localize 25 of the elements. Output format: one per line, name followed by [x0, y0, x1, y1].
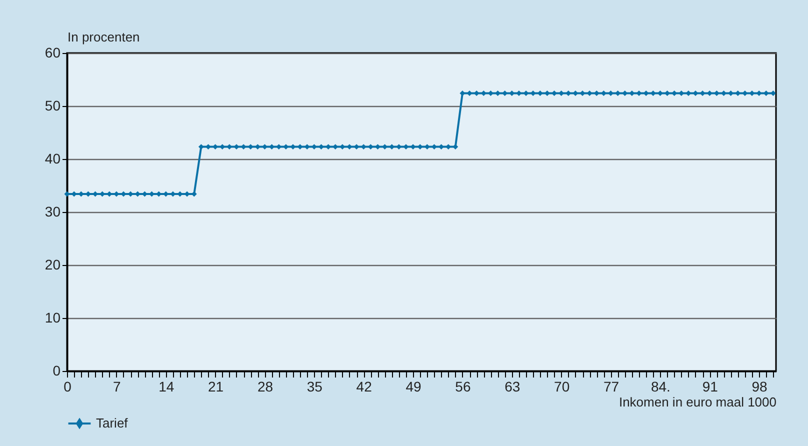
y-tick-label: 60 — [44, 44, 61, 60]
x-tick-label: 70 — [554, 378, 570, 394]
y-tick-label: 10 — [44, 310, 61, 326]
x-tick-label: 84. — [650, 378, 670, 394]
x-tick-label: 91 — [702, 378, 718, 394]
legend-label: Tarief — [96, 416, 128, 430]
x-tick-label: 56 — [455, 378, 471, 394]
x-tick-label: 63 — [504, 378, 520, 394]
y-axis-title: In procenten — [68, 30, 140, 44]
x-tick-label: 14 — [158, 378, 174, 394]
x-tick-label: 21 — [208, 378, 224, 394]
x-tick-label: 28 — [257, 378, 274, 394]
x-tick-label: 7 — [113, 378, 122, 394]
y-tick-label: 50 — [44, 98, 61, 114]
x-tick-label: 0 — [64, 378, 72, 394]
x-tick-label: 49 — [406, 378, 422, 394]
x-axis-title: Inkomen in euro maal 1000 — [618, 394, 776, 410]
x-tick-label: 77 — [603, 378, 620, 394]
x-tick-label: 98 — [752, 378, 768, 394]
y-tick-label: 20 — [44, 256, 61, 272]
x-tick-label: 42 — [356, 378, 372, 394]
y-tick-label: 0 — [52, 362, 61, 378]
y-tick-label: 30 — [44, 204, 61, 220]
y-tick-label: 40 — [44, 150, 61, 166]
x-tick-label: 35 — [306, 378, 323, 394]
